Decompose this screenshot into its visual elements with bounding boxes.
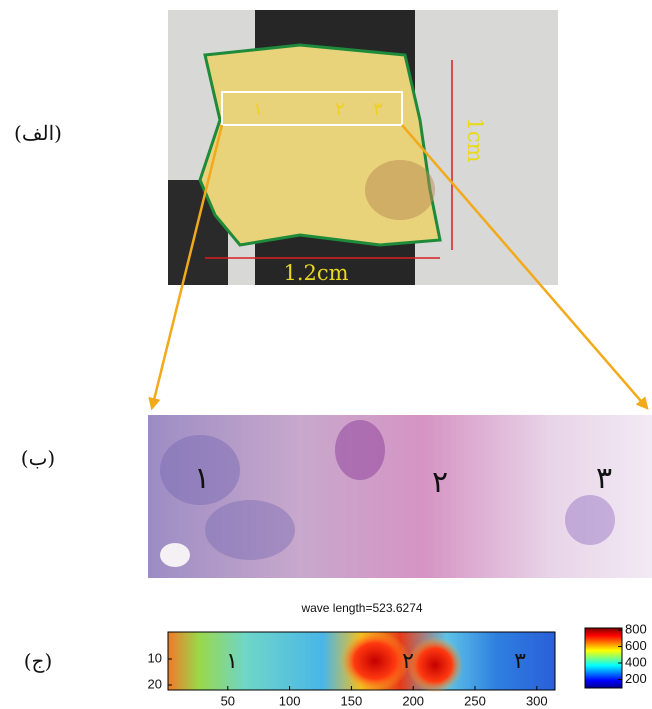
panel-label: (ج): [24, 649, 53, 673]
panel-label: (الف): [14, 121, 62, 145]
photo: [168, 10, 558, 285]
region-label: ٣: [596, 461, 612, 496]
panel-label: (ب): [21, 446, 55, 470]
colorbar-tick-label: 600: [625, 638, 647, 653]
figure: (الف) (ب) (ج) 1.2cm 1cm ١ ٢ ٣ ١ ٢ ٣ wave length=523…: [0, 0, 652, 709]
region-label: ١: [226, 649, 238, 674]
colorbar-tick-label: 400: [625, 654, 647, 669]
x-tick-label: 250: [464, 693, 486, 708]
x-tick-label: 50: [221, 693, 235, 708]
region-label: ٢: [335, 99, 345, 120]
region-label: ٢: [432, 465, 448, 500]
x-tick-label: 100: [279, 693, 301, 708]
y-tick-label: 10: [148, 650, 162, 665]
scale-label: 1.2cm: [283, 261, 348, 285]
region-label: ١: [253, 99, 263, 120]
scale-label: 1cm: [463, 117, 487, 162]
colorbar-tick-label: 200: [625, 671, 647, 686]
histology-image: [148, 415, 652, 578]
region-label: ٣: [373, 99, 383, 120]
region-label: ١: [194, 461, 210, 496]
x-tick-label: 300: [526, 693, 548, 708]
heatmap-title: wave length=523.6274: [300, 601, 422, 615]
x-tick-label: 150: [341, 693, 363, 708]
x-tick-label: 200: [402, 693, 424, 708]
colorbar-tick-label: 800: [625, 621, 647, 636]
region-label: ٢: [402, 649, 414, 674]
y-tick-label: 20: [148, 676, 162, 691]
region-label: ٣: [514, 649, 526, 674]
